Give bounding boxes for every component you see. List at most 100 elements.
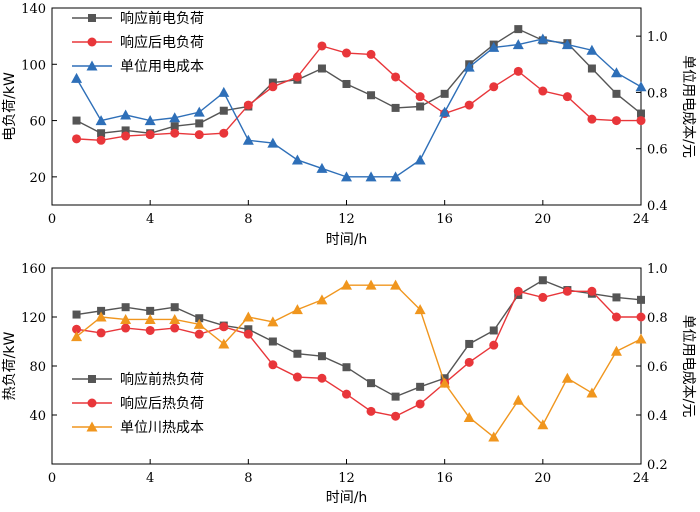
chart1-series-1-point — [97, 129, 106, 138]
chart1-series-3-point — [561, 39, 573, 50]
chart2-series-1-point — [367, 379, 376, 388]
chart1-series-1-point — [440, 89, 449, 98]
chart2-series-3-point — [169, 313, 181, 324]
chart1-series-3-point — [71, 72, 83, 83]
chart2-y-axis-label: 热负荷/kW — [2, 332, 18, 401]
chart1-x-axis-label: 时间/h — [326, 232, 368, 248]
chart1-series-2-point — [366, 49, 376, 59]
chart1-x-tick-label: 0 — [48, 212, 56, 227]
chart2-series-3-point — [95, 311, 107, 322]
chart1-series-2-point — [464, 100, 474, 110]
chart1-series-3-point — [144, 115, 156, 126]
chart2-x-tick-label: 0 — [48, 471, 56, 486]
chart1-series-1-point — [317, 64, 326, 73]
chart2-y2-tick-label: 0.4 — [647, 409, 668, 424]
chart2-series-1-point — [317, 352, 326, 361]
chart1-legend-marker — [87, 37, 97, 47]
chart1-series-2-point — [562, 92, 572, 102]
chart1-series-1-point — [121, 126, 130, 135]
chart1-series-2-point — [636, 116, 646, 126]
chart2-series-1-point — [170, 303, 179, 312]
chart1-series-1-point — [587, 64, 596, 73]
chart2-series-2-point — [268, 360, 278, 370]
chart2-series-2-point — [72, 324, 82, 334]
chart1-series-3-point — [193, 106, 205, 117]
chart2-y-tick-label: 80 — [29, 360, 46, 375]
chart2-series-2-point — [342, 389, 351, 399]
chart2-series-3-point — [144, 313, 156, 324]
chart2-legend-marker — [88, 375, 96, 383]
chart1-series-3-point — [635, 81, 647, 92]
chart1-y-tick-label: 140 — [21, 2, 46, 17]
chart2-y2-tick-label: 1.0 — [647, 262, 668, 277]
chart2-series-1-point — [293, 349, 302, 358]
chart1: 0 4 8 12 16 20 24 20 60 100 140 0.4 0.6 0.8 1.0 时间/h 电负荷… — [2, 2, 696, 248]
chart1-y2-axis-label: 单位用电成本/元 — [680, 55, 696, 158]
chart1-series-3-point — [242, 134, 254, 145]
chart2-series-2-point — [489, 340, 499, 350]
chart1-y-tick-label: 20 — [29, 171, 46, 186]
chart1-series-2-point — [121, 131, 131, 141]
chart2-y-tick-label: 160 — [21, 262, 46, 277]
chart2-series-3-point — [267, 316, 279, 327]
chart1-series-2-point — [170, 128, 180, 138]
chart2-y2-tick-label: 0.8 — [647, 311, 668, 326]
chart2-series-2-point — [464, 357, 474, 367]
chart1-series-2-point — [611, 116, 621, 126]
chart1-series-2-point — [391, 72, 401, 82]
chart1-series-3-point — [488, 41, 500, 52]
chart1-series-3-point — [365, 171, 377, 182]
chart2-x-axis-label: 时间/h — [326, 490, 368, 506]
chart1-series-3-point — [390, 171, 402, 182]
chart1-series-3-point — [218, 86, 230, 97]
chart2-series-3-point — [365, 279, 377, 290]
chart2-series-1-point — [195, 314, 204, 323]
chart2-series-3-point — [341, 279, 352, 290]
chart1-series-2-point — [587, 114, 597, 124]
chart2-series-1-line — [76, 279, 642, 398]
chart1-series-3-line — [75, 38, 642, 178]
chart1-series-2-point — [292, 72, 302, 82]
chart1-x-tick-label: 4 — [146, 212, 154, 227]
chart2-legend-label: 响应前热负荷 — [120, 371, 204, 388]
chart1-series-1-point — [195, 119, 204, 128]
chart2-series-2-point — [170, 323, 180, 333]
chart2-series-1-point — [637, 295, 645, 304]
chart2-series-3-point — [561, 372, 573, 383]
chart1-series-3-point — [341, 171, 352, 182]
chart2-legend-marker — [86, 421, 98, 432]
chart1-series-3-point — [316, 162, 328, 173]
chart2-series-2-point — [194, 329, 204, 339]
chart1-x-tick-label: 20 — [535, 212, 552, 227]
chart2-series-3-point — [610, 345, 622, 356]
chart2-y2-tick-label: 0.6 — [647, 360, 668, 375]
chart1-series-3-point — [414, 154, 426, 165]
chart2-series-1-point — [342, 363, 351, 372]
chart1-series-2-point — [219, 128, 229, 138]
chart2-series-2-point — [587, 286, 597, 296]
chart2-series-1-point — [121, 303, 130, 312]
chart2-series-1-point — [538, 276, 547, 285]
chart2-series-3-point — [291, 304, 303, 315]
chart2-series-2-point — [391, 411, 401, 421]
chart2-series-3-line — [76, 284, 642, 439]
chart2-series-2-point — [415, 399, 425, 409]
chart1-series-3-point — [439, 106, 451, 117]
chart2-series-2-point — [243, 329, 253, 339]
chart1-series-2-point — [72, 134, 82, 144]
chart1-y-tick-label: 100 — [21, 58, 46, 73]
chart2-legend-label: 响应后热负荷 — [120, 395, 204, 412]
chart2-series-1-point — [268, 337, 277, 346]
chart2-series-3-point — [537, 419, 549, 430]
chart1-y-axis-label: 电负荷/kW — [2, 72, 18, 141]
chart2-x-tick-label: 24 — [633, 471, 650, 486]
chart2-x-tick-label: 4 — [146, 471, 154, 486]
chart1-y2-tick-label: 0.4 — [647, 199, 668, 214]
chart1-series-2-point — [145, 130, 155, 140]
chart1-legend-label: 响应后电负荷 — [120, 34, 204, 51]
chart1-series-1-point — [72, 116, 81, 125]
chart1-legend-marker — [88, 14, 96, 22]
chart1-series-1-point — [391, 103, 400, 112]
chart2-series-2-point — [145, 325, 155, 335]
